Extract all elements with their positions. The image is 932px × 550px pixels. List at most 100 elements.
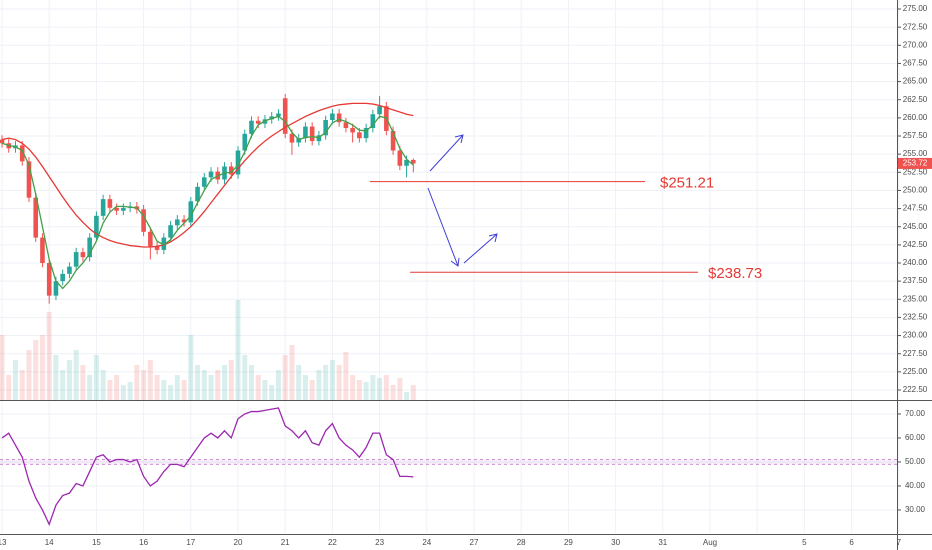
last-price-label: 253.72: [903, 159, 928, 168]
candle-body: [357, 132, 362, 139]
candle-body: [269, 116, 275, 120]
arrow: [429, 134, 464, 172]
volume-bar: [188, 335, 194, 400]
volume-bar: [343, 352, 349, 400]
x-tick-label: 13: [0, 538, 7, 547]
x-tick-label: 6: [849, 538, 854, 547]
x-tick-label: 14: [45, 538, 54, 547]
y-tick-label: 240.00: [903, 258, 928, 267]
candle-body: [80, 252, 86, 258]
candle-body: [121, 207, 126, 211]
candle-body: [377, 106, 382, 115]
x-tick-label: 22: [328, 538, 337, 547]
rsi-tick-label: 60.00: [905, 433, 926, 442]
y-tick-label: 267.50: [903, 59, 928, 68]
y-tick-label: 252.50: [903, 167, 928, 176]
volume-bar: [114, 375, 120, 400]
volume-bar: [100, 370, 106, 400]
volume-bar: [397, 378, 403, 400]
candle-body: [0, 139, 5, 144]
volume-bar: [181, 380, 187, 400]
candle-body: [316, 135, 322, 142]
y-tick-label: 255.00: [903, 149, 928, 158]
y-tick-label: 222.50: [903, 385, 928, 394]
y-tick-label: 245.00: [903, 222, 928, 231]
overlays: $251.21 $238.73: [370, 175, 762, 282]
volume-bar: [80, 365, 86, 400]
volume-bar: [174, 375, 180, 400]
volume-bar: [255, 375, 261, 400]
y-tick-label: 232.50: [903, 313, 928, 322]
volume-bar: [168, 385, 174, 400]
x-tick-label: 29: [564, 538, 573, 547]
volume-bar: [87, 375, 93, 400]
volume-bar: [0, 335, 5, 400]
y-tick-label: 265.00: [903, 77, 928, 86]
volume-bar: [282, 355, 288, 400]
volume-bar: [309, 380, 315, 400]
y-tick-label: 260.00: [903, 113, 928, 122]
candle-body: [235, 150, 241, 175]
volume-bar: [93, 355, 99, 400]
volume-bar: [370, 375, 376, 400]
candle-body: [73, 252, 79, 267]
volume-bar: [228, 360, 234, 400]
volume-bar: [66, 360, 72, 400]
volume-bar: [329, 360, 335, 400]
level-label: $238.73: [708, 265, 762, 282]
x-tick-label: 15: [92, 538, 101, 547]
volume-bar: [336, 365, 342, 400]
volume-bar: [242, 355, 248, 400]
volume-bar: [269, 385, 275, 400]
rsi-tick-label: 50.00: [905, 457, 926, 466]
candle-body: [67, 266, 72, 274]
rsi-band: [0, 459, 897, 465]
volume-bar: [356, 380, 362, 400]
volume-bar: [296, 365, 302, 400]
rsi-tick-label: 40.00: [905, 481, 926, 490]
candle-body: [107, 199, 113, 208]
candle-body: [148, 231, 153, 247]
candle-body: [168, 225, 173, 238]
volume-bar: [154, 375, 160, 400]
volume-bar: [302, 375, 308, 400]
candle-body: [46, 262, 52, 296]
volume-bar: [33, 340, 39, 400]
candle-body: [26, 161, 32, 198]
volume-bar: [323, 365, 329, 400]
candle-body: [343, 122, 349, 129]
y-tick-label: 247.50: [903, 204, 928, 213]
volume-bar: [275, 370, 281, 400]
candle-body: [175, 219, 180, 226]
rsi-tick-label: 30.00: [905, 505, 926, 514]
volume-bar: [222, 365, 228, 400]
candle-body: [161, 237, 167, 250]
volume-bar: [289, 345, 295, 400]
y-tick-label: 242.50: [903, 240, 928, 249]
candle-body: [296, 138, 301, 143]
volume-bar: [215, 370, 221, 400]
arrow: [427, 187, 460, 267]
volume-bar: [363, 382, 369, 400]
candle-body: [397, 150, 403, 166]
x-tick-label: 21: [281, 538, 290, 547]
volume-bar: [377, 378, 383, 400]
volume-bar: [390, 385, 396, 400]
volume-bar: [147, 360, 153, 400]
axes: 13 14 15 16 17 20 21 22 23 24 27 28 29 30 31 Aug 5 6 7 222.…: [0, 4, 932, 547]
y-tick-label: 250.00: [903, 186, 928, 195]
candle-body: [276, 113, 281, 117]
candle-body: [201, 177, 207, 187]
rsi-line: [1, 407, 414, 527]
candle-body: [249, 120, 254, 134]
candle-body: [114, 207, 119, 211]
x-tick-label: 5: [802, 538, 807, 547]
candle-body: [370, 114, 376, 129]
volume-bar: [19, 370, 25, 400]
candle-body: [60, 273, 65, 282]
volume-bar: [120, 385, 126, 400]
volume-bar: [350, 375, 356, 400]
volume-bar: [39, 335, 45, 400]
